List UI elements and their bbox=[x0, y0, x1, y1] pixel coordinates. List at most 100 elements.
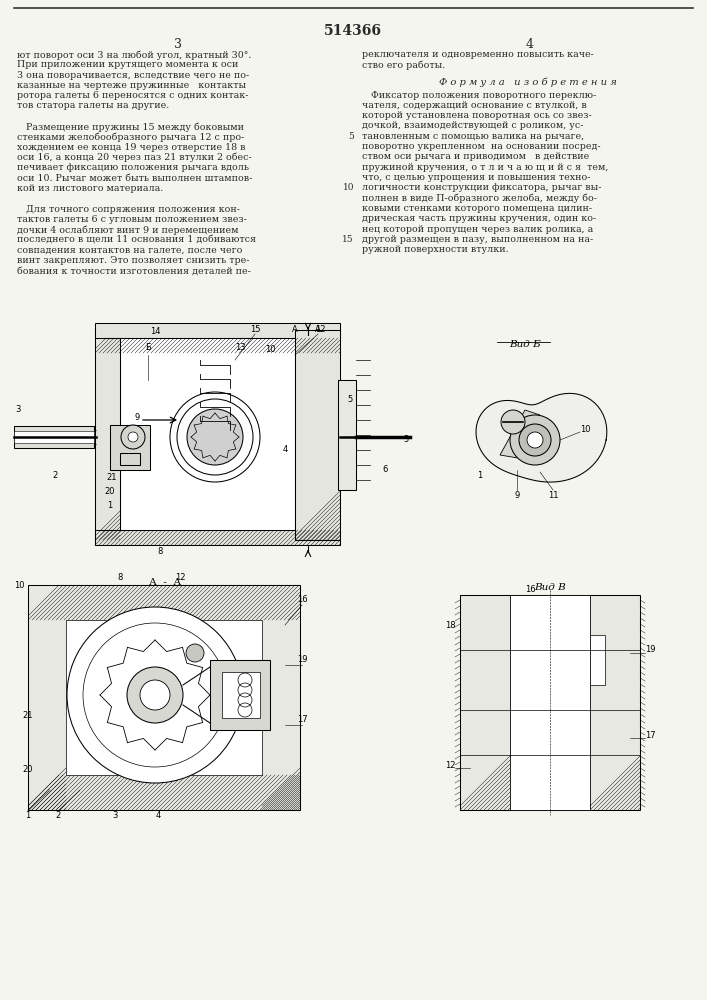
Text: 1: 1 bbox=[25, 810, 30, 820]
Text: 16: 16 bbox=[297, 595, 308, 604]
Circle shape bbox=[187, 409, 243, 465]
Text: ством оси рычага и приводимом   в действие: ством оси рычага и приводимом в действие bbox=[362, 152, 589, 161]
Text: полнен в виде П-образного желоба, между бо-: полнен в виде П-образного желоба, между … bbox=[362, 194, 597, 203]
Text: 12: 12 bbox=[445, 760, 455, 770]
Circle shape bbox=[510, 415, 560, 465]
Polygon shape bbox=[500, 410, 540, 460]
Bar bbox=[95, 530, 340, 545]
Bar bbox=[222, 672, 260, 718]
Text: Вид В: Вид В bbox=[534, 583, 566, 592]
Text: хождением ее конца 19 через отверстие 18 в: хождением ее конца 19 через отверстие 18… bbox=[17, 143, 245, 152]
Text: 3: 3 bbox=[112, 810, 117, 820]
Text: логичности конструкции фиксатора, рычаг вы-: логичности конструкции фиксатора, рычаг … bbox=[362, 183, 602, 192]
Text: последнего в щели 11 основания 1 добиваются: последнего в щели 11 основания 1 добиваю… bbox=[17, 235, 256, 244]
Text: 514366: 514366 bbox=[324, 24, 382, 38]
Text: А  -  А: А - А bbox=[149, 578, 181, 587]
Text: 14: 14 bbox=[150, 328, 160, 336]
Text: совпадения контактов на галете, после чего: совпадения контактов на галете, после че… bbox=[17, 246, 243, 255]
Bar bbox=[14, 431, 94, 443]
Text: Вид Б: Вид Б bbox=[509, 340, 541, 349]
Text: Фиксатор положения поворотного переклю-: Фиксатор положения поворотного переклю- bbox=[362, 91, 596, 100]
Text: которой установлена поворотная ось со звез-: которой установлена поворотная ось со зв… bbox=[362, 111, 592, 120]
Text: 12: 12 bbox=[175, 574, 185, 582]
Text: Ф о р м у л а   и з о б р е т е н и я: Ф о р м у л а и з о б р е т е н и я bbox=[438, 78, 617, 87]
Text: 8: 8 bbox=[117, 574, 123, 582]
Text: 18: 18 bbox=[445, 620, 455, 630]
Text: тановленным с помощью валика на рычаге,: тановленным с помощью валика на рычаге, bbox=[362, 132, 584, 141]
Bar bbox=[28, 585, 300, 810]
Circle shape bbox=[519, 424, 551, 456]
Text: 5: 5 bbox=[347, 395, 353, 404]
Text: 3: 3 bbox=[16, 406, 21, 414]
Text: 10: 10 bbox=[342, 183, 354, 192]
Bar bbox=[14, 426, 94, 448]
Text: пружиной кручения, о т л и ч а ю щ и й с я  тем,: пружиной кручения, о т л и ч а ю щ и й с… bbox=[362, 163, 609, 172]
Text: дрическая часть пружины кручения, один ко-: дрическая часть пружины кручения, один к… bbox=[362, 214, 596, 223]
Text: 10: 10 bbox=[580, 426, 590, 434]
Text: 11: 11 bbox=[548, 490, 559, 499]
Text: тов статора галеты на другие.: тов статора галеты на другие. bbox=[17, 102, 169, 110]
Text: печивает фиксацию положения рычага вдоль: печивает фиксацию положения рычага вдоль bbox=[17, 163, 249, 172]
Circle shape bbox=[186, 644, 204, 662]
Text: 4: 4 bbox=[526, 38, 534, 51]
Circle shape bbox=[127, 667, 183, 723]
Text: 4: 4 bbox=[156, 810, 160, 820]
Text: дочкой, взаимодействующей с роликом, ус-: дочкой, взаимодействующей с роликом, ус- bbox=[362, 121, 583, 130]
Bar bbox=[66, 620, 262, 775]
Text: 1: 1 bbox=[477, 471, 483, 480]
Bar bbox=[338, 380, 356, 490]
Text: ют поворот оси 3 на любой угол, кратный 30°.: ют поворот оси 3 на любой угол, кратный … bbox=[17, 50, 252, 60]
Text: стенками желобообразного рычага 12 с про-: стенками желобообразного рычага 12 с про… bbox=[17, 132, 245, 142]
Text: 10: 10 bbox=[13, 580, 24, 589]
Bar bbox=[210, 660, 270, 730]
Text: Размещение пружины 15 между боковыми: Размещение пружины 15 между боковыми bbox=[17, 122, 244, 132]
Text: 17: 17 bbox=[645, 730, 655, 740]
Text: 13: 13 bbox=[235, 344, 245, 353]
Circle shape bbox=[67, 607, 243, 783]
Text: 1: 1 bbox=[107, 500, 112, 510]
Text: 21: 21 bbox=[107, 474, 117, 483]
Text: дочки 4 ослабляют винт 9 и перемещением: дочки 4 ослабляют винт 9 и перемещением bbox=[17, 225, 238, 235]
Text: оси 10. Рычаг может быть выполнен штампов-: оси 10. Рычаг может быть выполнен штампо… bbox=[17, 174, 252, 183]
Text: винт закрепляют. Это позволяет снизить тре-: винт закрепляют. Это позволяет снизить т… bbox=[17, 256, 250, 265]
Text: 3: 3 bbox=[174, 38, 182, 51]
Text: ковыми стенками которого помещена цилин-: ковыми стенками которого помещена цилин- bbox=[362, 204, 592, 213]
Text: 15: 15 bbox=[342, 235, 354, 244]
Text: А: А bbox=[292, 326, 298, 334]
Text: другой размещен в пазу, выполненном на на-: другой размещен в пазу, выполненном на н… bbox=[362, 235, 593, 244]
Text: 9: 9 bbox=[134, 414, 139, 422]
Text: 2: 2 bbox=[55, 810, 61, 820]
Text: 2: 2 bbox=[52, 471, 58, 480]
Text: 6: 6 bbox=[382, 466, 387, 475]
Text: 10: 10 bbox=[264, 346, 275, 355]
Bar bbox=[110, 425, 150, 470]
Text: Для точного сопряжения положения кон-: Для точного сопряжения положения кон- bbox=[17, 205, 240, 214]
Text: 3 она поворачивается, вследствие чего не по-: 3 она поворачивается, вследствие чего не… bbox=[17, 71, 250, 80]
Text: 4: 4 bbox=[282, 446, 288, 454]
Text: А: А bbox=[315, 326, 321, 334]
Text: Б: Б bbox=[145, 344, 151, 353]
Text: что, с целью упрощения и повышения техно-: что, с целью упрощения и повышения техно… bbox=[362, 173, 590, 182]
Polygon shape bbox=[476, 393, 607, 482]
Text: нец которой пропущен через валик ролика, а: нец которой пропущен через валик ролика,… bbox=[362, 225, 593, 233]
Circle shape bbox=[128, 432, 138, 442]
Text: поворотно укрепленном  на основании посред-: поворотно укрепленном на основании посре… bbox=[362, 142, 601, 151]
Text: 21: 21 bbox=[23, 710, 33, 720]
Bar bbox=[460, 595, 640, 810]
Circle shape bbox=[527, 432, 543, 448]
Text: казанные на чертеже пружинные   контакты: казанные на чертеже пружинные контакты bbox=[17, 81, 246, 90]
Text: 8: 8 bbox=[158, 548, 163, 556]
Text: 20: 20 bbox=[105, 488, 115, 496]
Text: чателя, содержащий основание с втулкой, в: чателя, содержащий основание с втулкой, … bbox=[362, 101, 587, 110]
Text: 12: 12 bbox=[315, 326, 325, 334]
Bar bbox=[95, 330, 120, 540]
Text: 9: 9 bbox=[515, 490, 520, 499]
Text: ротора галеты 6 переносятся с одних контак-: ротора галеты 6 переносятся с одних конт… bbox=[17, 91, 248, 100]
Text: 20: 20 bbox=[23, 766, 33, 774]
Text: При приложении крутящего момента к оси: При приложении крутящего момента к оси bbox=[17, 60, 238, 69]
Text: 17: 17 bbox=[297, 716, 308, 724]
Text: 5: 5 bbox=[348, 132, 354, 141]
Text: 15: 15 bbox=[250, 326, 260, 334]
Text: оси 16, а конца 20 через паз 21 втулки 2 обес-: оси 16, а конца 20 через паз 21 втулки 2… bbox=[17, 153, 252, 162]
Circle shape bbox=[121, 425, 145, 449]
